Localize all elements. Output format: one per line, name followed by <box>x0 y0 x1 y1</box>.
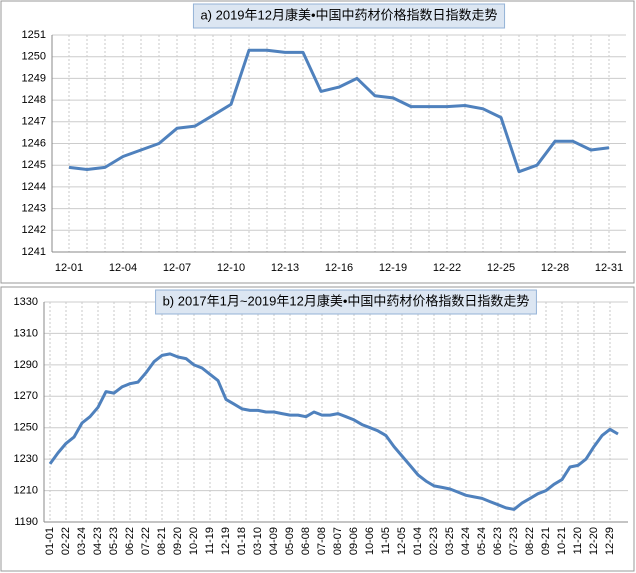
x-tick-label: 09-20 <box>172 527 184 555</box>
y-tick-label: 1245 <box>22 159 46 171</box>
x-tick-label: 07-08 <box>316 527 328 555</box>
x-tick-label: 11-19 <box>204 527 216 554</box>
x-tick-label: 12-28 <box>541 262 569 274</box>
x-tick-label: 12-07 <box>163 262 191 274</box>
x-tick-label: 12-05 <box>396 527 408 555</box>
x-tick-label: 12-19 <box>220 527 232 555</box>
x-tick-label: 12-19 <box>379 262 407 274</box>
x-tick-label: 04-09 <box>268 527 280 555</box>
x-tick-label: 07-22 <box>140 527 152 555</box>
y-tick-label: 1242 <box>22 224 46 236</box>
x-tick-label: 01-04 <box>412 527 424 555</box>
x-tick-label: 02-23 <box>428 527 440 555</box>
y-tick-label: 1230 <box>14 453 38 465</box>
y-tick-label: 1249 <box>22 72 46 84</box>
y-tick-label: 1210 <box>14 484 38 496</box>
data-line <box>48 352 619 511</box>
x-tick-label: 11-20 <box>572 527 584 554</box>
x-tick-label: 05-24 <box>476 527 488 555</box>
y-tick-label: 1250 <box>22 51 46 63</box>
x-tick-label: 03-10 <box>252 527 264 555</box>
y-tick-label: 1330 <box>14 296 38 308</box>
x-tick-label: 03-24 <box>76 527 88 555</box>
x-tick-label: 12-22 <box>433 262 461 274</box>
y-tick-label: 1290 <box>14 359 38 371</box>
chart-title: a) 2019年12月康美•中国中药材价格指数日指数走势 <box>200 7 497 22</box>
x-tick-label: 07-23 <box>508 527 520 555</box>
data-line <box>68 48 610 174</box>
x-tick-label: 12-13 <box>271 262 299 274</box>
x-tick-label: 03-25 <box>444 527 456 555</box>
x-tick-label: 06-23 <box>492 527 504 555</box>
x-tick-label: 10-21 <box>556 527 568 555</box>
x-tick-label: 12-31 <box>595 262 623 274</box>
y-tick-label: 1248 <box>22 94 46 106</box>
x-tick-label: 06-08 <box>300 527 312 555</box>
title-box <box>192 3 506 29</box>
y-tick-label: 1243 <box>22 203 46 215</box>
y-tick-label: 1190 <box>14 516 38 528</box>
y-tick-label: 1246 <box>22 137 46 149</box>
x-tick-label: 01-01 <box>44 527 56 555</box>
y-tick-label: 1310 <box>14 327 38 339</box>
y-tick-label: 1247 <box>22 116 46 128</box>
panel <box>0 0 635 284</box>
y-tick-label: 1241 <box>22 246 46 258</box>
x-tick-label: 12-25 <box>487 262 515 274</box>
x-tick-label: 08-21 <box>156 527 168 555</box>
x-tick-label: 10-20 <box>188 527 200 555</box>
x-tick-label: 11-05 <box>380 527 392 554</box>
x-tick-label: 08-22 <box>524 527 536 555</box>
x-tick-label: 12-16 <box>325 262 353 274</box>
x-tick-label: 05-23 <box>108 527 120 555</box>
x-tick-label: 12-29 <box>604 527 616 555</box>
x-tick-label: 09-06 <box>348 527 360 555</box>
title-box <box>155 289 537 315</box>
x-tick-label: 06-22 <box>124 527 136 555</box>
y-tick-label: 1270 <box>14 390 38 402</box>
x-tick-label: 02-22 <box>60 527 72 555</box>
y-tick-label: 1244 <box>22 181 46 193</box>
title-group: a) 2019年12月康美•中国中药材价格指数日指数走势 <box>192 3 506 29</box>
x-tick-label: 12-04 <box>109 262 137 274</box>
x-tick-label: 10-06 <box>364 527 376 555</box>
x-tick-label: 01-18 <box>236 527 248 555</box>
x-tick-label: 12-01 <box>55 262 83 274</box>
x-tick-label: 04-24 <box>460 527 472 555</box>
x-tick-label: 08-07 <box>332 527 344 555</box>
chart-title: b) 2017年1月~2019年12月康美•中国中药材价格指数日指数走势 <box>163 293 530 308</box>
x-tick-label: 12-20 <box>588 527 600 555</box>
title-group: b) 2017年1月~2019年12月康美•中国中药材价格指数日指数走势 <box>155 289 537 315</box>
x-tick-label: 04-23 <box>92 527 104 555</box>
x-tick-label: 05-09 <box>284 527 296 555</box>
panel <box>0 286 635 572</box>
x-tick-label: 09-21 <box>540 527 552 555</box>
y-tick-label: 1251 <box>22 29 46 41</box>
y-tick-label: 1250 <box>14 422 38 434</box>
x-tick-label: 12-10 <box>217 262 245 274</box>
